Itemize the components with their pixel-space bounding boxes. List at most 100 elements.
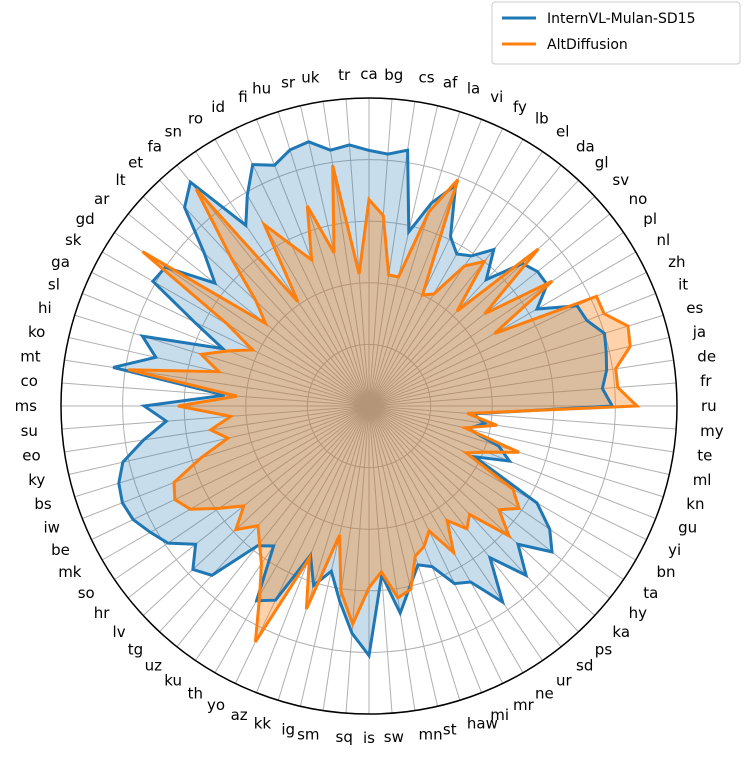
- spoke-tr: [345, 98, 370, 407]
- series-line-internvl-mulan-sd15: [112, 140, 615, 660]
- category-label-st: st: [443, 721, 457, 739]
- category-label-fy: fy: [513, 98, 527, 116]
- category-label-eo: eo: [22, 447, 40, 465]
- spoke-ga: [91, 271, 370, 407]
- spoke-hu: [277, 111, 370, 407]
- spoke-sm: [322, 405, 370, 711]
- category-label-az: az: [231, 706, 248, 724]
- spoke-sn: [195, 151, 370, 407]
- spoke-iw: [82, 405, 370, 519]
- category-label-pl: pl: [643, 210, 657, 228]
- category-label-ta: ta: [643, 584, 658, 602]
- spoke-it: [368, 293, 656, 407]
- category-label-la: la: [467, 80, 480, 98]
- spoke-az: [256, 405, 370, 693]
- spoke-gu: [368, 405, 656, 519]
- category-label-su: su: [21, 422, 38, 440]
- spoke-ky: [68, 405, 370, 476]
- spoke-lv: [142, 405, 370, 616]
- spoke-mr: [368, 405, 504, 684]
- category-label-da: da: [576, 137, 595, 155]
- category-label-ru: ru: [701, 397, 717, 415]
- category-label-ur: ur: [556, 671, 573, 689]
- category-label-ar: ar: [94, 190, 110, 208]
- spoke-sr: [299, 105, 370, 407]
- legend-frame: [491, 1, 741, 65]
- spoke-es: [368, 314, 664, 407]
- category-label-sn: sn: [165, 123, 182, 141]
- spoke-haw: [368, 405, 461, 701]
- outer-frame: [60, 97, 678, 715]
- spoke-el: [368, 151, 543, 407]
- spoke-pl: [368, 232, 624, 407]
- category-label-mk: mk: [58, 563, 82, 581]
- series-line-altdiffusion: [128, 165, 641, 643]
- legend-label-internvl: InternVL-Mulan-SD15: [547, 11, 696, 27]
- category-label-sm: sm: [297, 725, 319, 743]
- category-label-cs: cs: [419, 69, 435, 87]
- category-label-yi: yi: [668, 541, 681, 559]
- spoke-af: [368, 105, 439, 407]
- category-label-ne: ne: [535, 685, 554, 703]
- category-label-sr: sr: [281, 73, 296, 91]
- series-layer: [112, 140, 641, 660]
- category-label-sw: sw: [384, 728, 404, 746]
- category-label-gl: gl: [595, 154, 609, 172]
- category-label-sl: sl: [48, 276, 60, 294]
- category-label-ca: ca: [360, 65, 377, 83]
- category-label-el: el: [556, 123, 569, 141]
- category-label-ko: ko: [28, 323, 45, 341]
- category-label-sv: sv: [612, 171, 629, 189]
- category-label-te: te: [697, 447, 712, 465]
- spoke-gl: [368, 179, 579, 407]
- category-label-ja: ja: [692, 323, 706, 341]
- spoke-ig: [299, 405, 370, 707]
- spoke-tg: [159, 405, 370, 633]
- category-label-hu: hu: [252, 80, 271, 98]
- category-label-gd: gd: [76, 210, 95, 228]
- category-label-lv: lv: [113, 623, 126, 641]
- spoke-ur: [368, 405, 543, 661]
- category-label-is: is: [363, 729, 375, 747]
- category-label-iw: iw: [43, 518, 59, 536]
- category-label-ka: ka: [612, 623, 630, 641]
- spoke-su: [61, 405, 370, 430]
- spoke-sv: [368, 196, 596, 407]
- spoke-sq: [345, 405, 370, 714]
- spoke-ja: [368, 336, 670, 407]
- spoke-de: [368, 359, 674, 407]
- spoke-sw: [368, 405, 393, 714]
- category-label-ps: ps: [595, 640, 613, 658]
- category-label-mi: mi: [490, 706, 509, 724]
- category-label-kk: kk: [254, 714, 272, 732]
- spoke-ta: [368, 405, 624, 580]
- spoke-sk: [102, 251, 370, 407]
- category-label-lt: lt: [116, 171, 126, 189]
- grid-ring-1: [245, 282, 493, 530]
- grid-ring-0: [306, 343, 432, 469]
- category-label-ig: ig: [281, 721, 295, 739]
- category-label-co: co: [20, 372, 37, 390]
- category-label-hi: hi: [38, 299, 52, 317]
- category-label-et: et: [128, 154, 143, 172]
- legend-label-altdiffusion: AltDiffusion: [547, 37, 628, 53]
- spoke-uk: [322, 101, 370, 407]
- spoke-et: [159, 179, 370, 407]
- spoke-bg: [368, 98, 393, 407]
- category-label-uz: uz: [145, 657, 163, 675]
- category-label-mt: mt: [20, 348, 41, 366]
- category-label-bg: bg: [384, 66, 403, 84]
- category-label-sk: sk: [65, 231, 82, 249]
- category-label-bs: bs: [34, 495, 52, 513]
- spoke-lb: [368, 139, 524, 407]
- category-label-ms: ms: [15, 397, 38, 415]
- spoke-co: [61, 382, 370, 407]
- spoke-id: [234, 128, 370, 407]
- category-label-sq: sq: [336, 728, 353, 746]
- spoke-vi: [368, 119, 482, 407]
- category-label-yo: yo: [207, 696, 225, 714]
- category-label-no: no: [629, 190, 648, 208]
- spoke-mn: [368, 405, 416, 711]
